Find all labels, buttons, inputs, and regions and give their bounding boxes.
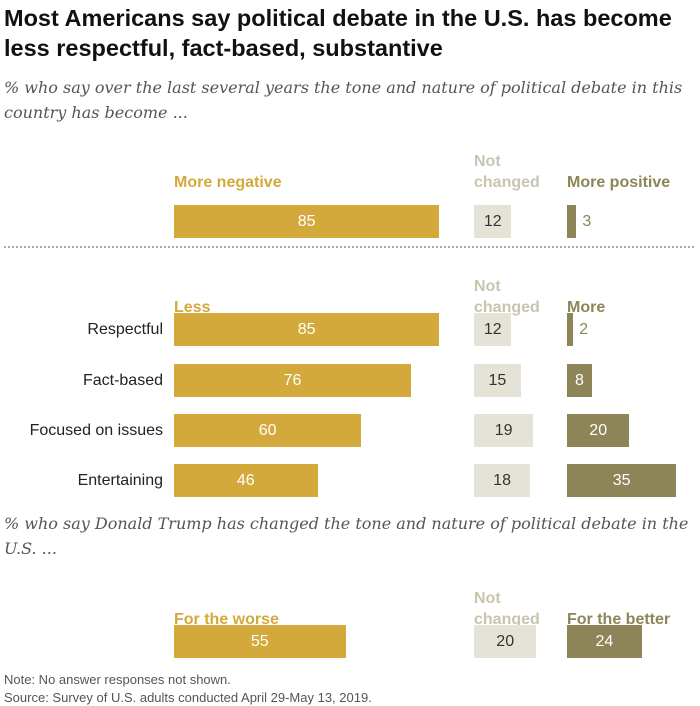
value-not-changed: 19: [494, 422, 513, 439]
header-not-changed: changed: [474, 299, 540, 316]
value-negative: 46: [236, 472, 255, 489]
value-not-changed: 12: [483, 213, 502, 230]
value-positive: 24: [595, 633, 614, 650]
header-not-changed: changed: [474, 611, 540, 628]
bar-positive: [567, 313, 574, 346]
header-negative: More negative: [174, 174, 282, 191]
value-not-changed: 20: [496, 633, 515, 650]
value-not-changed: 18: [493, 472, 511, 489]
chart-title: Most Americans say political debate in t…: [4, 5, 672, 61]
value-negative: 60: [258, 422, 277, 439]
bar-positive: [567, 464, 677, 497]
bar-positive: [567, 625, 642, 658]
value-negative: 55: [250, 633, 269, 650]
bar-positive: [567, 205, 577, 238]
header-positive: More: [567, 299, 606, 316]
bar-not-changed: [474, 205, 512, 238]
bar-not-changed: [474, 625, 537, 658]
bar-not-changed: [474, 313, 512, 346]
section-divider: [4, 246, 694, 248]
bar-not-changed: [474, 364, 521, 397]
header-negative: Less: [174, 299, 211, 316]
value-positive: 2: [579, 321, 589, 338]
header-negative: For the worse: [174, 611, 279, 628]
bar-positive: [567, 414, 630, 447]
source-text: Source: Survey of U.S. adults conducted …: [4, 690, 372, 705]
row-label: Respectful: [87, 321, 163, 338]
bar-positive: [567, 364, 592, 397]
value-positive: 8: [575, 372, 584, 389]
header-not-changed: changed: [474, 174, 540, 191]
value-positive: 3: [582, 213, 592, 230]
bar-negative: [174, 464, 318, 497]
row-label: Fact-based: [82, 372, 163, 389]
note-text: Note: No answer responses not shown.: [4, 672, 231, 687]
value-positive: 35: [612, 472, 631, 489]
header-not-changed: Not: [474, 590, 501, 607]
bar-negative: [174, 205, 440, 238]
value-negative: 85: [297, 321, 316, 338]
header-positive: More positive: [567, 174, 671, 191]
value-negative: 85: [297, 213, 316, 230]
bar-negative: [174, 364, 412, 397]
subtitle-section-1: % who say over the last several years th…: [4, 78, 683, 122]
header-not-changed: Not: [474, 153, 501, 170]
bar-negative: [174, 313, 440, 346]
row-label: Focused on issues: [29, 422, 163, 439]
bar-not-changed: [474, 414, 534, 447]
value-not-changed: 15: [488, 372, 507, 389]
bar-negative: [174, 625, 346, 658]
header-not-changed: Not: [474, 278, 501, 295]
bar-not-changed: [474, 464, 531, 497]
bar-negative: [174, 414, 362, 447]
value-negative: 76: [283, 372, 302, 389]
row-label: Entertaining: [77, 472, 163, 489]
value-not-changed: 12: [483, 321, 502, 338]
value-positive: 20: [589, 422, 608, 439]
subtitle-section-3: % who say Donald Trump has changed the t…: [4, 514, 689, 558]
header-positive: For the better: [567, 611, 671, 628]
